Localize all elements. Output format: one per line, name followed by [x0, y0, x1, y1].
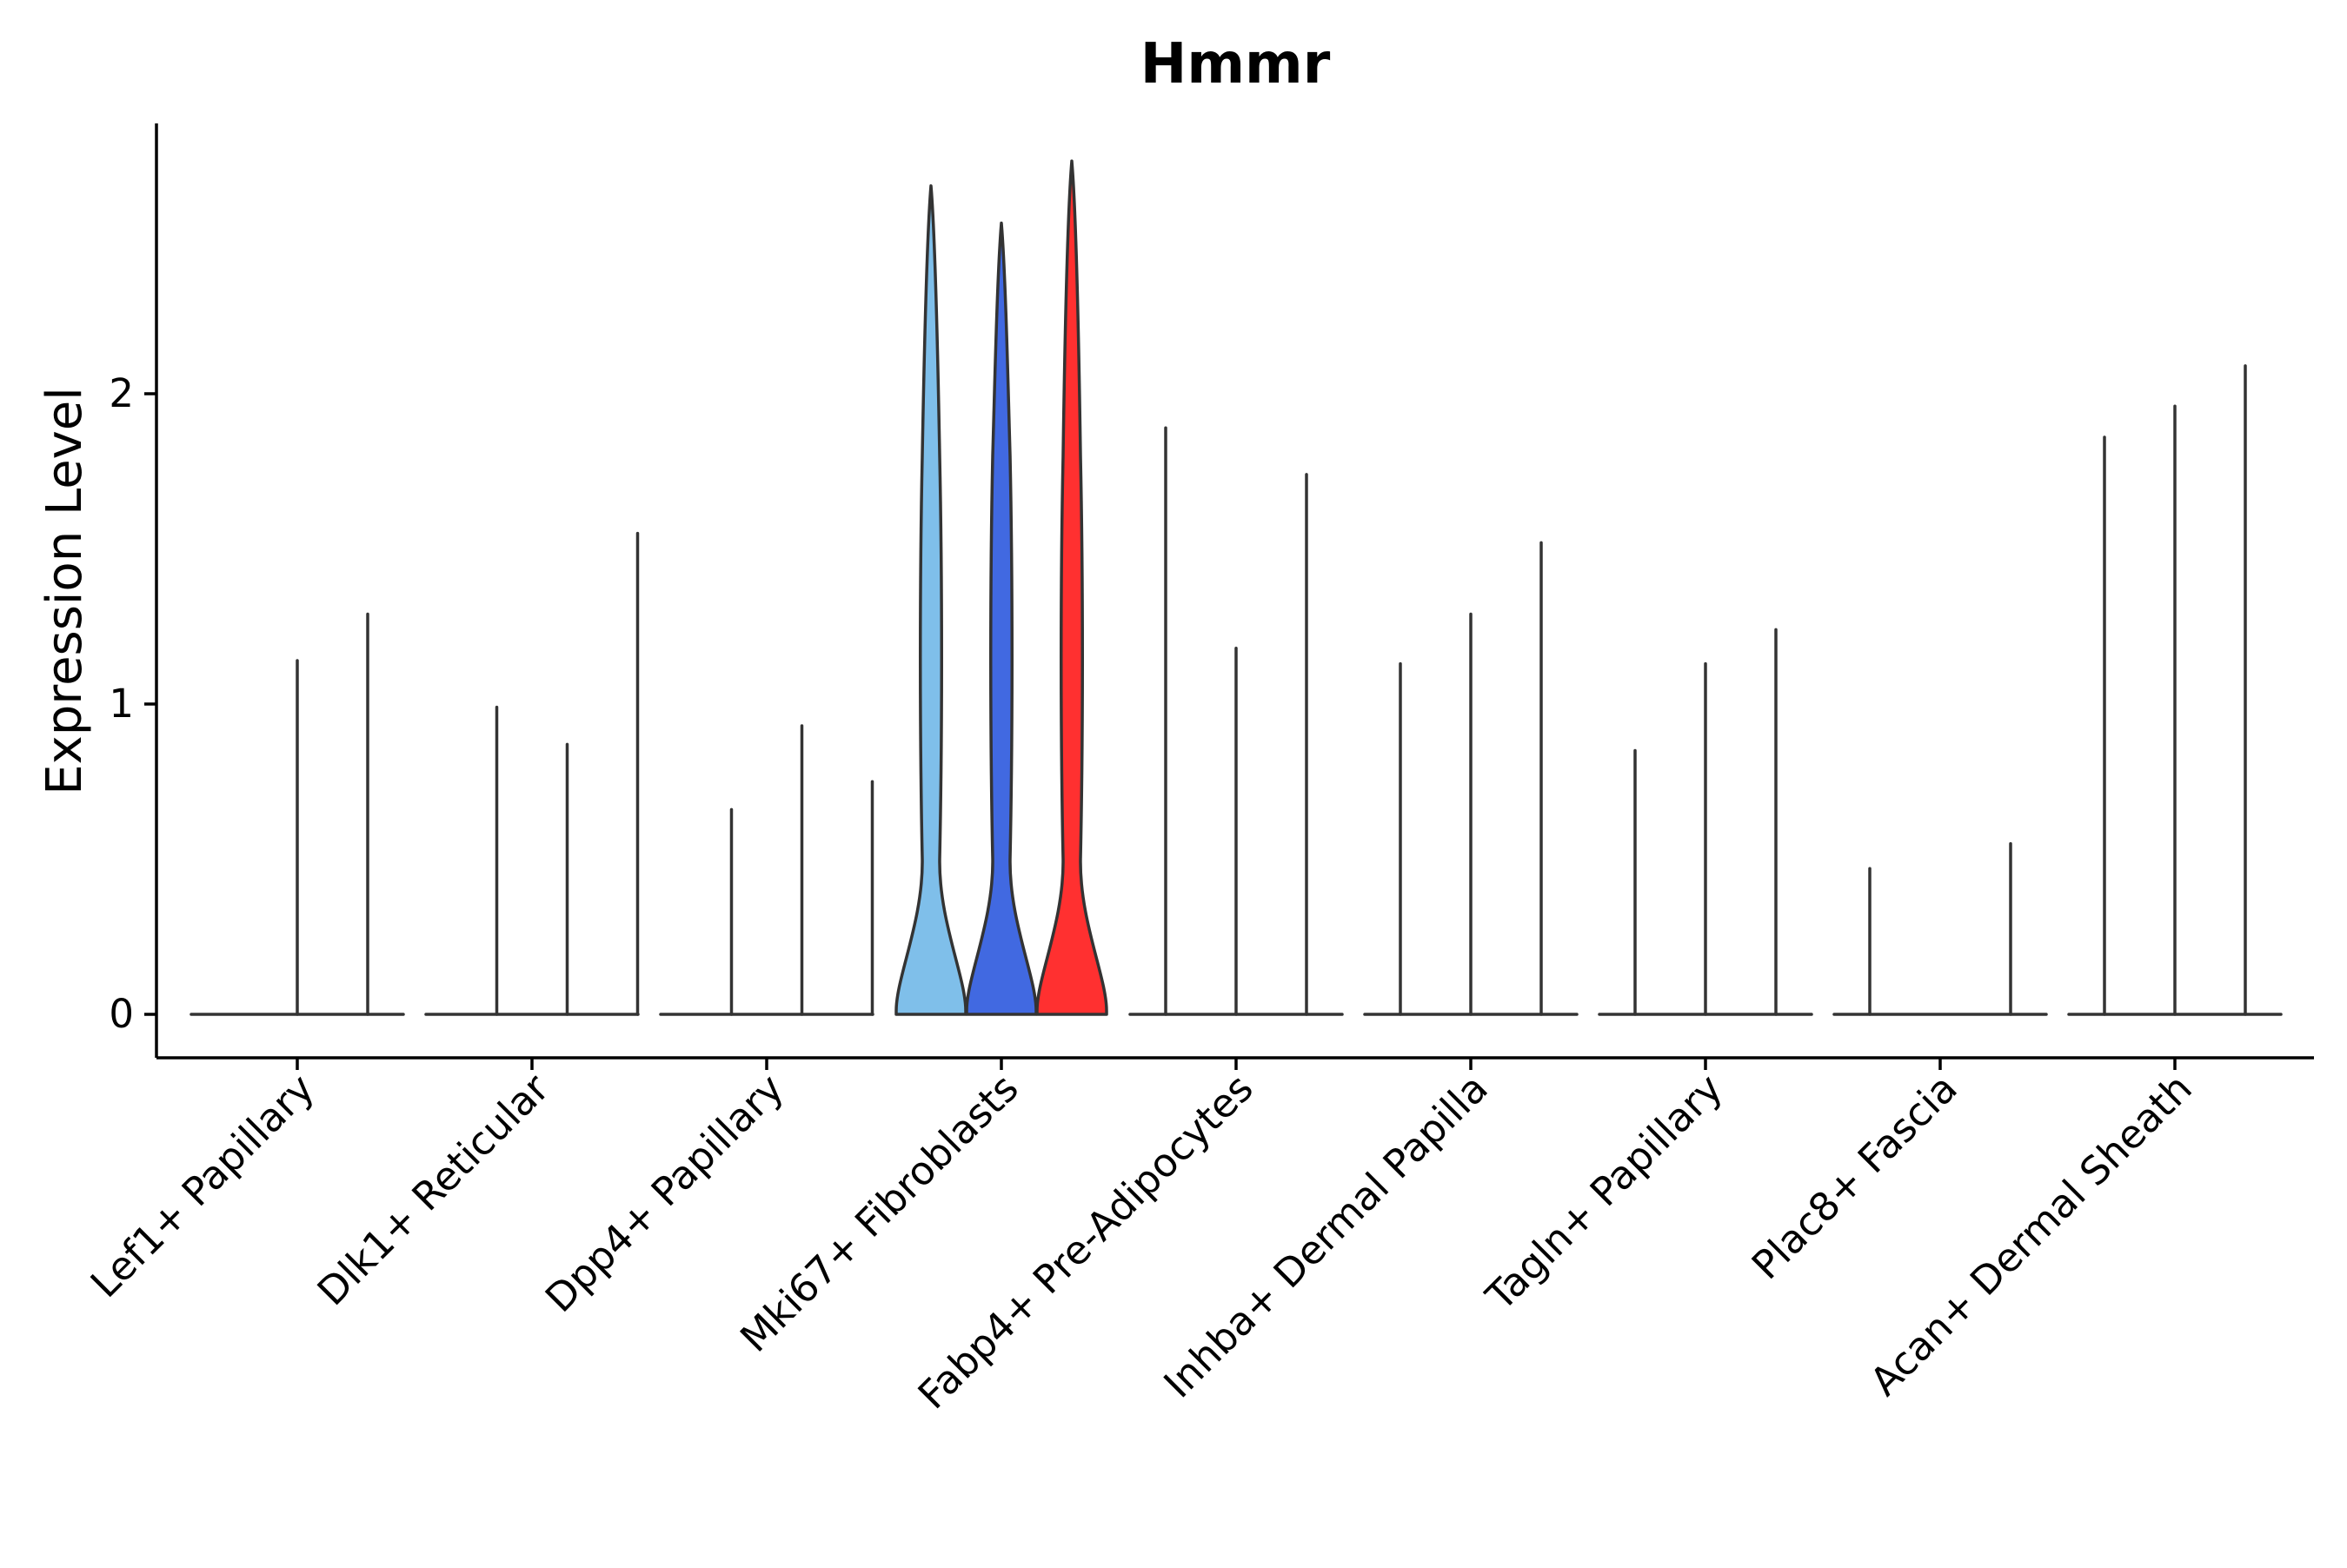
violin: [894, 184, 967, 1016]
x-tick-label: Lef1+ Papillary: [82, 1065, 323, 1306]
y-tick-label: 0: [109, 991, 134, 1037]
violin: [1035, 159, 1108, 1016]
x-tick-label: Plac8+ Fascia: [1743, 1065, 1966, 1288]
y-tick-label: 1: [109, 681, 134, 727]
x-tick-label: Dpp4+ Papillary: [536, 1065, 793, 1321]
x-tick-label: Tagln+ Papillary: [1477, 1065, 1732, 1319]
y-axis-label: Expression Level: [37, 387, 93, 795]
y-tick-label: 2: [109, 370, 134, 416]
x-tick-label: Dlk1+ Reticular: [309, 1065, 558, 1314]
chart-title: Hmmr: [1140, 32, 1331, 96]
violin: [965, 221, 1038, 1016]
violin-marks: [189, 159, 2283, 1016]
